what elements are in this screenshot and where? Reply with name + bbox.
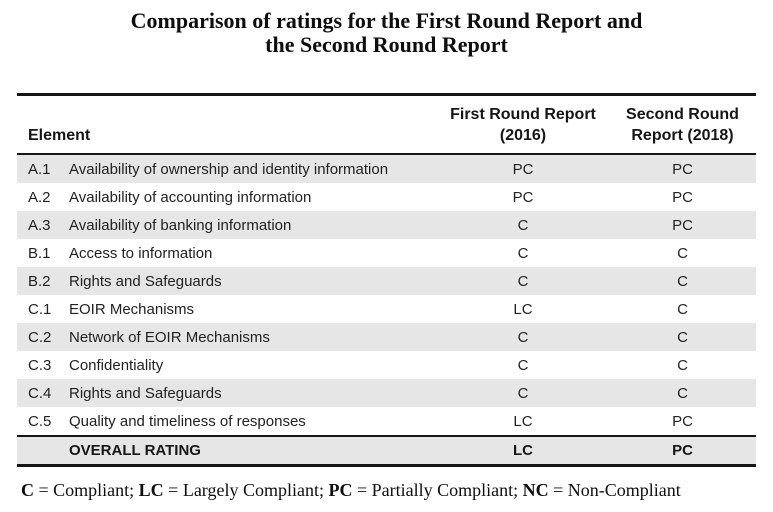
first-round-rating: LC <box>513 412 533 430</box>
table-row: C.3 Confidentiality C C <box>17 351 756 379</box>
table-row: A.1 Availability of ownership and identi… <box>17 154 756 183</box>
overall-rating-label: OVERALL RATING <box>67 435 437 467</box>
table-row: B.1 Access to information C C <box>17 239 756 267</box>
element-code: A.3 <box>17 211 67 239</box>
overall-code-cell <box>17 435 67 467</box>
legend-c-abbr: C <box>21 480 34 500</box>
rating-legend: C = Compliant; LC = Largely Compliant; P… <box>21 480 773 501</box>
table-row: C.5 Quality and timeliness of responses … <box>17 407 756 436</box>
overall-first-round-rating: LC <box>437 435 609 467</box>
element-name: Quality and timeliness of responses <box>69 412 306 430</box>
second-round-rating: C <box>609 323 756 351</box>
column-header-first-round-line1: First Round Report <box>450 106 596 123</box>
element-name: Availability of accounting information <box>69 188 312 206</box>
table-header: Element First Round Report (2016) Second… <box>17 94 756 155</box>
legend-lc-abbr: LC <box>138 480 164 500</box>
table-header-row: Element First Round Report (2016) Second… <box>17 94 756 155</box>
legend-pc-text: = Partially Compliant; <box>352 480 523 500</box>
table-row: B.2 Rights and Safeguards C C <box>17 267 756 295</box>
second-round-rating: C <box>677 300 688 318</box>
element-code: C.2 <box>17 323 67 351</box>
legend-pc-abbr: PC <box>328 480 353 500</box>
element-name: Availability of ownership and identity i… <box>67 154 437 183</box>
first-round-rating: PC <box>512 188 534 206</box>
first-round-rating: C <box>437 379 609 407</box>
column-header-element: Element <box>17 94 437 155</box>
table-row: A.2 Availability of accounting informati… <box>17 183 756 211</box>
first-round-rating: C <box>437 211 609 239</box>
element-name: Confidentiality <box>69 356 164 374</box>
element-name: Availability of banking information <box>67 211 437 239</box>
element-code: C.4 <box>17 379 67 407</box>
overall-second-round-rating: PC <box>609 435 756 467</box>
element-code: B.2 <box>17 267 67 295</box>
first-round-rating: LC <box>513 300 533 318</box>
element-name: EOIR Mechanisms <box>69 300 195 318</box>
table-row: C.4 Rights and Safeguards C C <box>17 379 756 407</box>
table-row: C.2 Network of EOIR Mechanisms C C <box>17 323 756 351</box>
element-code: C.3 <box>28 356 52 374</box>
second-round-rating: PC <box>609 154 756 183</box>
second-round-rating: PC <box>672 412 693 430</box>
table-row: C.1 EOIR Mechanisms LC C <box>17 295 756 323</box>
element-code: A.1 <box>17 154 67 183</box>
first-round-rating: C <box>437 267 609 295</box>
table-row: A.3 Availability of banking information … <box>17 211 756 239</box>
overall-rating-row: OVERALL RATING LC PC <box>17 435 756 467</box>
second-round-rating: C <box>677 356 688 374</box>
page-title: Comparison of ratings for the First Roun… <box>0 0 773 57</box>
first-round-rating: C <box>517 244 529 262</box>
element-code: C.1 <box>28 300 52 318</box>
element-name: Access to information <box>69 244 213 262</box>
legend-nc-abbr: NC <box>522 480 549 500</box>
legend-c-text: = Compliant; <box>34 480 139 500</box>
element-name: Rights and Safeguards <box>67 379 437 407</box>
column-header-second-round-line2: Report (2018) <box>631 127 734 144</box>
first-round-rating: C <box>437 323 609 351</box>
element-name: Rights and Safeguards <box>67 267 437 295</box>
element-code: C.5 <box>28 412 52 430</box>
column-header-second-round: Second Round Report (2018) <box>609 94 756 155</box>
first-round-rating: PC <box>437 154 609 183</box>
column-header-first-round-line2: (2016) <box>499 127 547 144</box>
second-round-rating: PC <box>609 211 756 239</box>
table-body: A.1 Availability of ownership and identi… <box>17 154 756 436</box>
second-round-rating: PC <box>672 188 693 206</box>
column-header-second-round-line1: Second Round <box>626 106 739 123</box>
column-header-first-round: First Round Report (2016) <box>437 94 609 155</box>
second-round-rating: C <box>609 267 756 295</box>
page-title-line1: Comparison of ratings for the First Roun… <box>130 8 643 33</box>
second-round-rating: C <box>609 379 756 407</box>
second-round-rating: C <box>677 244 688 262</box>
element-code: A.2 <box>28 188 51 206</box>
element-code: B.1 <box>28 244 51 262</box>
legend-nc-text: = Non-Compliant <box>548 480 681 500</box>
ratings-comparison-table: Element First Round Report (2016) Second… <box>17 93 756 467</box>
first-round-rating: C <box>517 356 529 374</box>
element-name: Network of EOIR Mechanisms <box>67 323 437 351</box>
table-overall-section: OVERALL RATING LC PC <box>17 435 756 467</box>
page-title-line2: the Second Round Report <box>265 32 508 57</box>
legend-lc-text: = Largely Compliant; <box>163 480 329 500</box>
